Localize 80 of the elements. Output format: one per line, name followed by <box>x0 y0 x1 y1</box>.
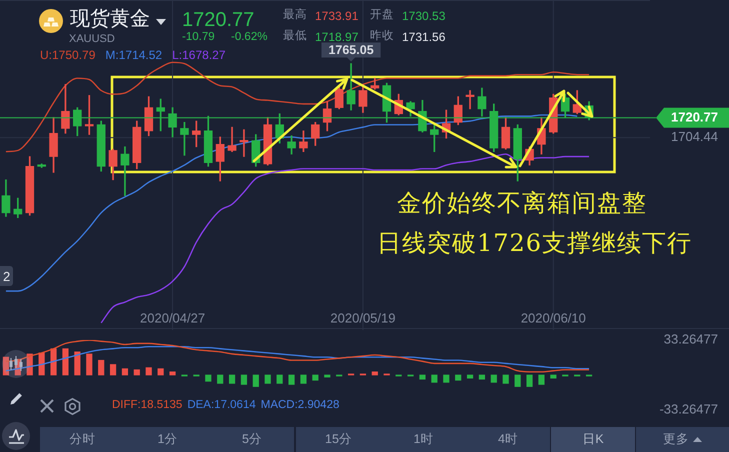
annotation: 开盘 <box>370 9 394 22</box>
y-tick-label: 1720.77 <box>671 109 718 124</box>
bar <box>538 374 545 385</box>
series-label: U:1750.79 <box>40 48 96 62</box>
bar <box>98 360 104 376</box>
y-tick-label: -33.26477 <box>659 402 718 417</box>
bar <box>431 374 438 383</box>
bar <box>50 348 57 376</box>
annotation: 1733.91 <box>315 9 358 23</box>
bar <box>455 374 462 381</box>
candlestick <box>466 90 474 110</box>
text: DIFF:18.5135 <box>112 399 182 412</box>
x-tick-label: 2020/06/10 <box>520 310 586 326</box>
bar <box>205 374 212 382</box>
annotation: 金价始终不离箱间盘整 <box>397 189 647 217</box>
candlestick <box>180 122 189 156</box>
annotation: 1765.05 <box>328 42 374 57</box>
bar <box>502 374 509 384</box>
annotation: 昨收 <box>370 30 394 42</box>
y-tick-label: 33.26477 <box>664 332 718 347</box>
selected-tab: 日K <box>551 427 635 452</box>
tab: 分时 <box>40 427 125 452</box>
bar <box>466 374 474 378</box>
bar <box>526 374 533 387</box>
text: XAUUSD <box>69 33 115 45</box>
annotation: 最低 <box>283 30 307 42</box>
bar <box>134 369 140 376</box>
tab: 15分 <box>296 427 381 452</box>
bar <box>478 374 486 380</box>
bar <box>146 367 152 376</box>
annotation: 2 <box>0 266 14 286</box>
tab: 1时 <box>381 427 466 452</box>
bar <box>74 352 80 376</box>
bar <box>312 374 318 381</box>
tab: 5分 <box>210 427 294 452</box>
annotation: 1720.77 <box>182 9 254 31</box>
bar <box>324 374 330 378</box>
annotation: 日线突破1726支撑继续下行 <box>377 229 692 257</box>
bar <box>110 364 116 376</box>
bar <box>228 374 236 384</box>
line-series <box>5 62 590 152</box>
annotation: MACD:2.90428 <box>260 399 340 412</box>
bar <box>443 374 450 383</box>
bar <box>240 374 248 385</box>
text: DEA:17.0614 <box>187 399 256 412</box>
bar <box>490 374 497 383</box>
bar <box>514 374 521 387</box>
text: M:1714.52 <box>105 48 162 62</box>
annotation: 1730.53 <box>402 9 446 23</box>
candlestick <box>120 146 130 196</box>
y-tick-label: 1704.44 <box>671 129 718 144</box>
bar <box>86 354 92 376</box>
annotation: -10.79 <box>182 31 215 44</box>
candlestick <box>240 129 248 157</box>
bar <box>217 374 224 384</box>
annotation: 最高 <box>283 9 307 22</box>
tab: 1分 <box>125 427 210 452</box>
annotation: 1731.56 <box>402 30 446 44</box>
bar <box>122 368 128 376</box>
candlestick <box>228 126 236 152</box>
text: L:1678.27 <box>172 48 226 62</box>
tab: 4时 <box>466 427 550 452</box>
tab: 更多 <box>636 427 729 452</box>
bar <box>550 374 556 378</box>
chart-title: 现货黄金 <box>70 8 150 30</box>
bar <box>372 372 378 376</box>
x-tick-label: 2020/05/19 <box>330 310 396 326</box>
bar <box>62 348 69 376</box>
bar <box>158 368 164 376</box>
bar <box>276 374 283 384</box>
bar <box>419 374 426 380</box>
bar <box>169 372 176 376</box>
bar <box>264 374 271 384</box>
bar <box>300 374 307 384</box>
bar <box>252 374 259 387</box>
annotation: 1718.97 <box>315 30 358 44</box>
bar <box>2 356 10 376</box>
x-tick-label: 2020/04/27 <box>140 310 206 326</box>
bar <box>288 374 295 385</box>
annotation: -0.62% <box>231 31 268 44</box>
